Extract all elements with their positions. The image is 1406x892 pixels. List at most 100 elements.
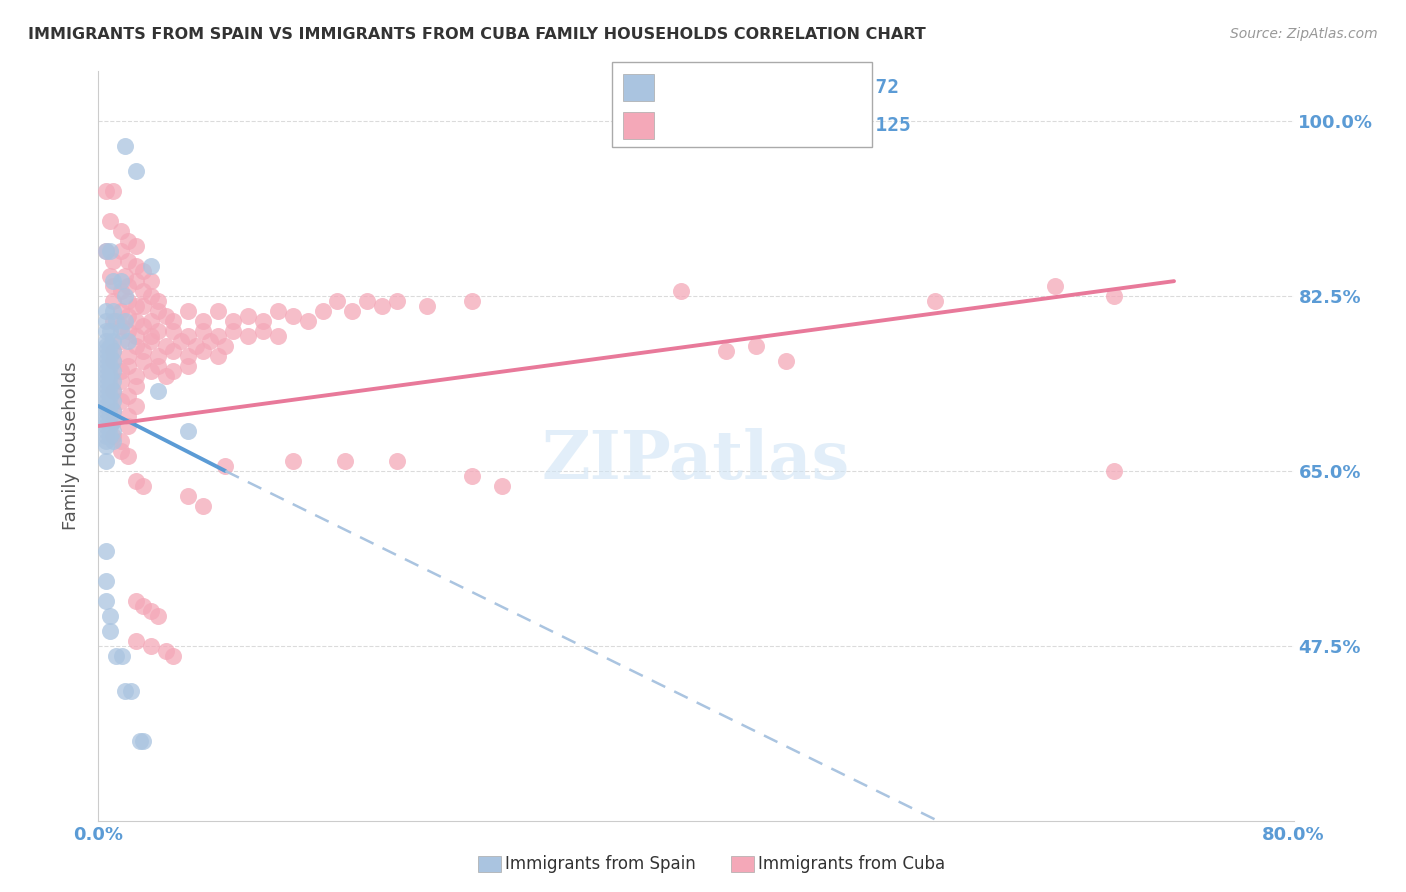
Point	[148, 608, 170, 623]
Point	[125, 594, 148, 608]
Point	[125, 164, 148, 178]
Point	[139, 639, 162, 653]
Point	[125, 259, 148, 273]
Point	[103, 374, 125, 388]
Point	[98, 624, 122, 638]
Point	[148, 304, 170, 318]
Point	[94, 339, 117, 353]
Text: ZIPatlas: ZIPatlas	[541, 428, 851, 493]
Point	[103, 354, 125, 368]
Point	[214, 458, 236, 473]
Point	[94, 244, 117, 259]
Point	[98, 399, 122, 413]
Point	[110, 324, 132, 338]
Point	[94, 369, 117, 384]
Point	[103, 434, 125, 448]
Point	[103, 404, 125, 418]
Point	[132, 284, 155, 298]
Point	[267, 329, 290, 343]
Point	[110, 244, 132, 259]
Point	[94, 324, 117, 338]
Point	[385, 454, 409, 468]
Point	[162, 324, 184, 338]
Point	[114, 269, 136, 284]
Point	[94, 374, 117, 388]
Point	[132, 319, 155, 334]
Point	[125, 379, 148, 393]
Point	[98, 419, 122, 434]
Point	[191, 314, 214, 328]
Point	[94, 404, 117, 418]
Point	[236, 329, 259, 343]
Point	[103, 254, 125, 268]
Point	[103, 354, 125, 368]
Point	[94, 389, 117, 403]
Point	[103, 279, 125, 293]
Point	[148, 324, 170, 338]
Point	[125, 299, 148, 313]
Point	[191, 324, 214, 338]
Point	[139, 364, 162, 378]
Point	[105, 314, 128, 328]
Point	[94, 349, 117, 363]
Point	[98, 409, 122, 423]
Point	[155, 644, 177, 658]
Point	[111, 648, 134, 663]
Point	[416, 299, 439, 313]
Point	[155, 339, 177, 353]
Text: IMMIGRANTS FROM SPAIN VS IMMIGRANTS FROM CUBA FAMILY HOUSEHOLDS CORRELATION CHAR: IMMIGRANTS FROM SPAIN VS IMMIGRANTS FROM…	[28, 27, 927, 42]
Point	[1104, 464, 1126, 478]
Point	[94, 184, 117, 198]
Point	[110, 374, 132, 388]
Point	[103, 384, 125, 398]
Point	[94, 454, 117, 468]
Point	[103, 414, 125, 428]
Point	[177, 359, 200, 373]
Point	[120, 683, 142, 698]
Point	[745, 339, 768, 353]
Point	[162, 314, 184, 328]
Point	[110, 444, 132, 458]
Point	[125, 474, 148, 488]
Text: Immigrants from Spain: Immigrants from Spain	[505, 855, 696, 873]
Point	[162, 344, 184, 359]
Point	[117, 334, 139, 348]
Point	[103, 274, 125, 288]
Point	[94, 244, 117, 259]
Point	[333, 454, 356, 468]
Point	[103, 424, 125, 438]
Point	[114, 314, 136, 328]
Point	[117, 234, 139, 248]
Point	[342, 304, 364, 318]
Point	[775, 354, 797, 368]
Point	[94, 384, 117, 398]
Point	[98, 269, 122, 284]
Point	[94, 399, 117, 413]
Point	[714, 344, 737, 359]
Point	[98, 244, 122, 259]
Point	[155, 369, 177, 384]
Point	[103, 384, 125, 398]
Text: Immigrants from Cuba: Immigrants from Cuba	[758, 855, 945, 873]
Point	[191, 344, 214, 359]
Point	[125, 399, 148, 413]
Point	[94, 424, 117, 438]
Point	[207, 349, 229, 363]
Point	[103, 334, 125, 348]
Point	[177, 329, 200, 343]
Point	[103, 404, 125, 418]
Point	[105, 648, 128, 663]
Point	[110, 334, 132, 348]
Point	[1043, 279, 1066, 293]
Point	[155, 309, 177, 323]
Point	[177, 304, 200, 318]
Point	[139, 314, 162, 328]
Y-axis label: Family Households: Family Households	[62, 362, 80, 530]
Point	[461, 469, 484, 483]
Point	[94, 414, 117, 428]
Point	[162, 648, 184, 663]
Point	[356, 294, 378, 309]
Point	[117, 419, 139, 434]
Point	[114, 289, 136, 303]
Point	[114, 139, 136, 153]
